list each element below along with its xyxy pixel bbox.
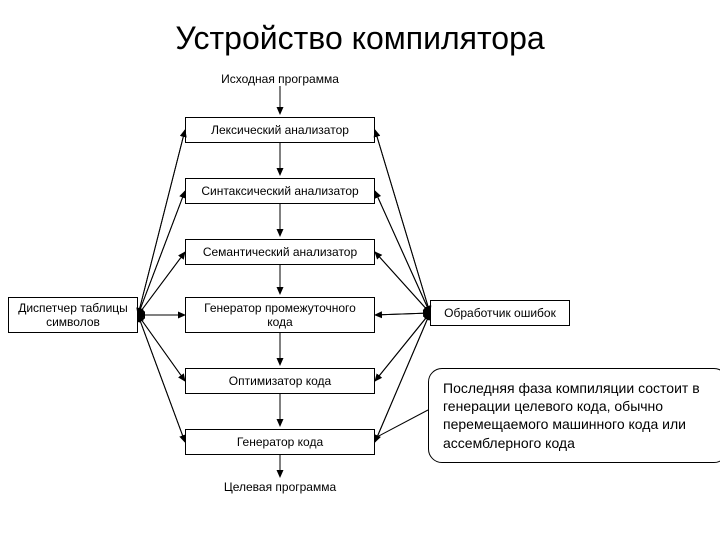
node-symbol-table-manager: Диспетчер таблицы символов [8, 297, 138, 333]
node-code-optimizer: Оптимизатор кода [185, 368, 375, 394]
node-syntax-analyzer: Синтаксический анализатор [185, 178, 375, 204]
node-lexical-analyzer: Лексический анализатор [185, 117, 375, 143]
page-title: Устройство компилятора [0, 20, 720, 57]
callout-text: Последняя фаза компиляции состоит в гене… [428, 368, 720, 463]
node-error-handler: Обработчик ошибок [430, 300, 570, 326]
bottom-label: Целевая программа [180, 480, 380, 494]
top-label: Исходная программа [180, 72, 380, 86]
node-code-generator: Генератор кода [185, 429, 375, 455]
node-intermediate-code-generator: Генератор промежуточного кода [185, 297, 375, 333]
node-semantic-analyzer: Семантический анализатор [185, 239, 375, 265]
